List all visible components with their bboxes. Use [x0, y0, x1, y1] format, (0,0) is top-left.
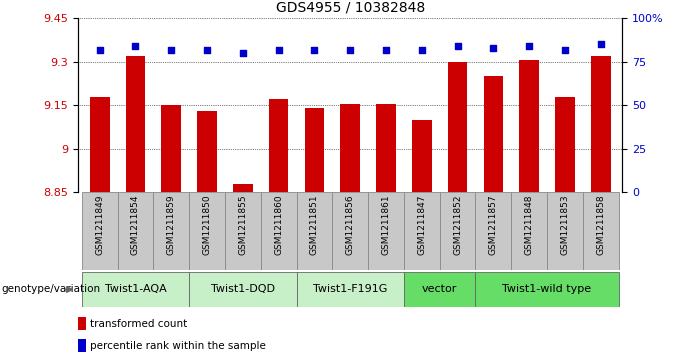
Point [309, 46, 320, 52]
Text: GSM1211858: GSM1211858 [596, 195, 605, 255]
Point [273, 46, 284, 52]
Point [201, 46, 212, 52]
Bar [126, 56, 146, 192]
Point [488, 45, 499, 51]
Point [595, 41, 606, 47]
Bar [341, 104, 360, 192]
Text: GSM1211849: GSM1211849 [95, 195, 104, 255]
Point [560, 46, 571, 52]
FancyBboxPatch shape [296, 192, 333, 270]
Point [416, 46, 427, 52]
Text: GSM1211861: GSM1211861 [381, 195, 390, 255]
Bar [412, 120, 432, 192]
FancyBboxPatch shape [547, 192, 583, 270]
Point [345, 46, 356, 52]
Text: percentile rank within the sample: percentile rank within the sample [90, 341, 266, 351]
Bar [447, 62, 467, 192]
FancyBboxPatch shape [189, 272, 296, 307]
Bar [591, 56, 611, 192]
Bar [555, 97, 575, 192]
FancyBboxPatch shape [296, 272, 404, 307]
Text: GSM1211850: GSM1211850 [203, 195, 211, 255]
Bar [90, 97, 109, 192]
FancyBboxPatch shape [333, 192, 368, 270]
FancyBboxPatch shape [82, 192, 118, 270]
Point [381, 46, 392, 52]
Text: Twist1-F191G: Twist1-F191G [313, 285, 388, 294]
Text: GSM1211854: GSM1211854 [131, 195, 140, 255]
Text: GSM1211860: GSM1211860 [274, 195, 283, 255]
FancyBboxPatch shape [404, 192, 440, 270]
FancyBboxPatch shape [583, 192, 619, 270]
Bar [520, 60, 539, 192]
Text: GSM1211855: GSM1211855 [238, 195, 248, 255]
Point [452, 43, 463, 49]
Text: GSM1211852: GSM1211852 [453, 195, 462, 255]
Text: Twist1-AQA: Twist1-AQA [105, 285, 167, 294]
FancyBboxPatch shape [118, 192, 154, 270]
Point [130, 43, 141, 49]
FancyBboxPatch shape [260, 192, 296, 270]
Bar [269, 99, 288, 192]
Bar [78, 339, 86, 352]
Point [237, 50, 248, 56]
FancyBboxPatch shape [368, 192, 404, 270]
FancyBboxPatch shape [511, 192, 547, 270]
Text: transformed count: transformed count [90, 319, 188, 329]
FancyBboxPatch shape [404, 272, 475, 307]
Point [524, 43, 534, 49]
Bar [305, 108, 324, 192]
Bar [376, 104, 396, 192]
FancyBboxPatch shape [225, 192, 260, 270]
Point [95, 46, 105, 52]
Text: GSM1211851: GSM1211851 [310, 195, 319, 255]
Text: genotype/variation: genotype/variation [1, 284, 101, 294]
Bar [161, 105, 181, 192]
Text: GSM1211857: GSM1211857 [489, 195, 498, 255]
Text: vector: vector [422, 285, 458, 294]
Text: GSM1211856: GSM1211856 [345, 195, 355, 255]
Title: GDS4955 / 10382848: GDS4955 / 10382848 [275, 0, 425, 14]
Text: Twist1-DQD: Twist1-DQD [211, 285, 275, 294]
FancyBboxPatch shape [475, 192, 511, 270]
FancyBboxPatch shape [475, 272, 619, 307]
FancyBboxPatch shape [440, 192, 475, 270]
Bar [233, 184, 253, 192]
Bar [78, 317, 86, 330]
Bar [483, 76, 503, 192]
Text: GSM1211859: GSM1211859 [167, 195, 175, 255]
Text: GSM1211853: GSM1211853 [560, 195, 569, 255]
FancyBboxPatch shape [189, 192, 225, 270]
FancyBboxPatch shape [154, 192, 189, 270]
Text: GSM1211848: GSM1211848 [525, 195, 534, 255]
FancyBboxPatch shape [82, 272, 189, 307]
Bar [197, 111, 217, 192]
Text: GSM1211847: GSM1211847 [418, 195, 426, 255]
Point [166, 46, 177, 52]
Text: Twist1-wild type: Twist1-wild type [503, 285, 592, 294]
